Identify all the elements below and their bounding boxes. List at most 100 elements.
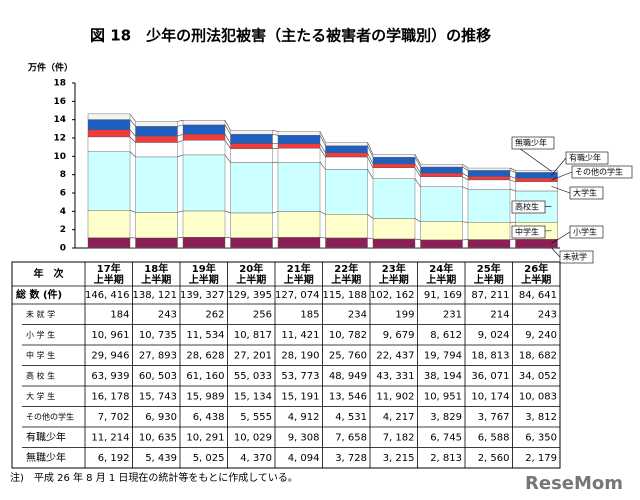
x-tick-label: 上半期 — [141, 273, 171, 286]
callout-arrow — [551, 157, 567, 176]
bar-segment — [515, 172, 558, 179]
connector — [367, 156, 374, 168]
connector — [414, 238, 421, 241]
total-value: 102, 162 — [370, 290, 415, 301]
bar-segment — [467, 170, 511, 177]
connector — [224, 154, 231, 163]
callout-box — [565, 151, 609, 165]
table-value: 36, 071 — [471, 371, 509, 382]
connector — [319, 237, 326, 239]
connector — [367, 152, 374, 165]
bar-segment — [87, 210, 131, 238]
bar-segment — [325, 214, 368, 239]
table-value: 48, 949 — [329, 371, 367, 382]
bar-segment — [325, 156, 368, 170]
legend-label: 未就学 — [563, 252, 587, 262]
bar-segment — [372, 154, 416, 158]
bar-segment — [515, 178, 558, 182]
callout-box — [511, 225, 546, 239]
connector — [414, 178, 421, 187]
connector — [367, 237, 374, 240]
bar-segment — [87, 237, 131, 249]
bar-segment — [467, 222, 511, 240]
connector — [319, 148, 326, 158]
callout-box — [511, 200, 546, 214]
table-value: 7, 182 — [383, 432, 415, 443]
table-value: 11, 902 — [376, 391, 414, 402]
legend-label: 有職少年 — [569, 153, 601, 163]
table-value: 15, 191 — [281, 391, 319, 402]
connector — [462, 186, 469, 190]
table-value: 6, 745 — [430, 432, 462, 443]
connector — [319, 143, 326, 154]
y-tick-label: 10 — [53, 152, 66, 162]
connector — [224, 236, 231, 239]
connector — [319, 211, 326, 215]
bar-segment — [135, 237, 178, 248]
watermark: ReseMom — [525, 473, 623, 494]
table-value: 6, 588 — [478, 432, 510, 443]
x-tick-label: 22年 — [334, 262, 358, 275]
legend-label: 無職少年 — [515, 138, 547, 148]
y-axis-label: 万件（件） — [27, 62, 73, 74]
bar-segment — [230, 143, 273, 149]
connector — [224, 140, 231, 149]
table-value: 18, 813 — [471, 350, 509, 361]
connector — [272, 211, 279, 214]
x-tick-label: 上半期 — [379, 273, 409, 286]
row-label: 未 就 学 — [26, 309, 55, 319]
table-value: 10, 083 — [519, 391, 557, 402]
bar-segment — [467, 189, 511, 223]
connector — [224, 120, 231, 131]
table-value: 9, 240 — [525, 330, 557, 341]
callout-arrow — [551, 231, 571, 244]
bar-segment — [182, 134, 226, 141]
x-tick-label: 上半期 — [331, 273, 361, 286]
connector — [177, 139, 184, 143]
bar-segment — [87, 113, 131, 120]
connector — [414, 154, 421, 165]
table-value: 3, 215 — [383, 453, 415, 464]
table-value: 18, 682 — [519, 350, 557, 361]
connector — [272, 134, 279, 136]
bar-segment — [135, 135, 178, 143]
table-value: 10, 951 — [424, 391, 462, 402]
x-tick-label: 17年 — [97, 262, 121, 275]
table-value: 4, 370 — [240, 453, 272, 464]
callout-box — [569, 225, 604, 239]
connector — [414, 218, 421, 223]
y-tick-label: 14 — [53, 115, 66, 125]
table-value: 4, 094 — [288, 453, 320, 464]
legend-label: 中学生 — [515, 227, 539, 237]
callout-box — [559, 250, 594, 264]
connector — [129, 151, 136, 158]
connector — [462, 221, 469, 223]
table-value: 6, 350 — [525, 432, 557, 443]
table-value: 6, 192 — [98, 453, 130, 464]
x-tick-label: 上半期 — [236, 273, 266, 286]
table-value: 185 — [300, 309, 319, 320]
bar-segment — [230, 148, 273, 163]
table-value: 243 — [538, 309, 557, 320]
table-value: 214 — [490, 309, 509, 320]
table-value: 55, 033 — [234, 371, 272, 382]
bar-segment — [277, 237, 321, 249]
connector — [462, 164, 469, 169]
table-value: 6, 438 — [193, 412, 225, 423]
bar-segment — [467, 239, 511, 249]
row-label: 大 学 生 — [26, 391, 55, 401]
table-value: 5, 555 — [240, 412, 272, 423]
bar-segment — [277, 131, 321, 136]
x-tick-label: 上半期 — [426, 273, 456, 286]
row-label: 小 学 生 — [26, 329, 55, 339]
callout-arrow — [551, 247, 561, 258]
y-tick-label: 8 — [60, 170, 66, 180]
bar-segment — [515, 181, 558, 192]
connector — [509, 170, 516, 173]
bar-segment — [230, 134, 273, 144]
legend-label: 小学生 — [573, 227, 597, 237]
table-value: 10, 735 — [139, 330, 177, 341]
connector — [319, 135, 326, 146]
x-tick-label: 24年 — [429, 262, 453, 275]
connector — [129, 210, 136, 213]
